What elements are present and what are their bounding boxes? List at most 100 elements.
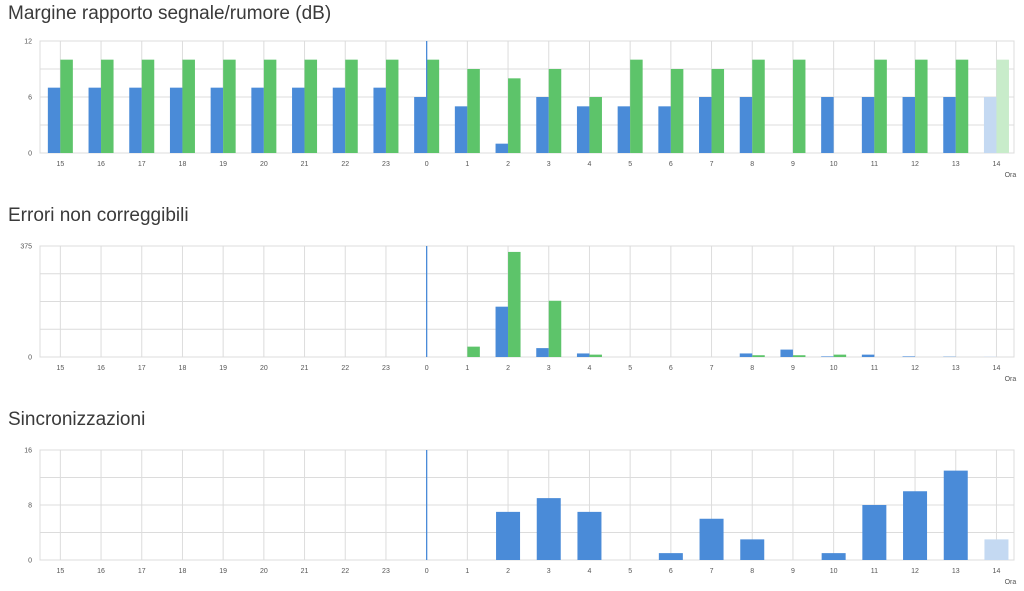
x-tick-label: 23 (382, 161, 390, 168)
chart-title: Margine rapporto segnale/rumore (dB) (8, 3, 332, 24)
bar-series-1 (943, 470, 968, 560)
x-tick-label: 8 (750, 161, 754, 168)
bar-series-2 (345, 59, 358, 153)
x-tick-label: 10 (830, 161, 838, 168)
bar-series-1 (699, 97, 712, 153)
x-tick-label: 0 (425, 161, 429, 168)
bar-series-2 (467, 346, 480, 357)
x-tick-label: 12 (911, 161, 919, 168)
bar-series-2 (915, 59, 928, 153)
bar-series-1 (576, 106, 590, 153)
x-tick-label: 17 (138, 568, 146, 575)
bar-series-1 (495, 143, 509, 153)
bar-series-2 (467, 69, 480, 153)
x-tick-label: 7 (710, 161, 714, 168)
bar-series-1 (983, 97, 997, 153)
x-tick-label: 7 (710, 568, 714, 575)
x-tick-label: 13 (952, 568, 960, 575)
bar-series-1 (780, 349, 793, 357)
gridlines (39, 449, 1015, 561)
bar-series-1 (129, 87, 142, 153)
bar-series-1 (699, 518, 724, 560)
chart-title: Sincronizzazioni (8, 409, 146, 430)
x-tick-label: 3 (547, 161, 551, 168)
bar-series-1 (47, 87, 61, 153)
bar-series-1 (576, 353, 590, 357)
x-tick-label: 6 (669, 365, 673, 372)
x-tick-label: 9 (791, 365, 795, 372)
y-tick-label: 16 (24, 448, 32, 455)
bar-series-1 (861, 97, 875, 153)
x-tick-label: 23 (382, 365, 390, 372)
chart-title: Errori non correggibili (8, 205, 189, 226)
x-tick-label: 1 (465, 161, 469, 168)
x-tick-label: 19 (219, 568, 227, 575)
x-tick-label: 22 (341, 365, 349, 372)
bar-series-2 (630, 59, 643, 153)
x-tick-label: 21 (301, 161, 309, 168)
bar-series-2 (385, 59, 399, 153)
x-tick-label: 5 (628, 365, 632, 372)
bar-series-2 (548, 300, 562, 357)
bar-series-1 (903, 491, 928, 560)
bar-series-1 (251, 87, 264, 153)
x-tick-label: 10 (830, 365, 838, 372)
x-tick-label: 2 (506, 568, 510, 575)
uncorrectable-errors-panel: Errori non correggibili 0 375 15 16 17 18 19 20… (0, 200, 1024, 400)
x-axis-label: Ora (1005, 376, 1017, 383)
x-axis-label: Ora (1005, 172, 1017, 179)
x-tick-label: 13 (952, 161, 960, 168)
bar-series-1 (821, 553, 846, 560)
x-tick-label: 21 (301, 568, 309, 575)
x-tick-label: 18 (179, 568, 187, 575)
bar-series-2 (182, 59, 195, 153)
x-tick-label: 18 (179, 365, 187, 372)
bar-series-1 (496, 511, 521, 560)
snr-margin-panel: Margine rapporto segnale/rumore (dB) 0 6 1… (0, 0, 1024, 200)
y-tick-label: 12 (24, 39, 32, 46)
bar-series-2 (589, 97, 602, 153)
bar-series-1 (658, 553, 683, 560)
x-tick-label: 15 (56, 365, 64, 372)
bar-series-1 (292, 87, 305, 153)
x-tick-label: 18 (179, 161, 187, 168)
bar-series-2 (670, 69, 684, 153)
bar-series-2 (223, 59, 236, 153)
x-tick-label: 14 (993, 161, 1001, 168)
x-tick-label: 12 (911, 365, 919, 372)
bar-series-1 (821, 97, 834, 153)
x-tick-label: 9 (791, 161, 795, 168)
bar-series-2 (548, 69, 562, 153)
x-tick-label: 1 (465, 365, 469, 372)
x-tick-label: 0 (425, 568, 429, 575)
x-axis-label: Ora (1005, 579, 1017, 586)
bar-series-1 (862, 505, 887, 560)
bar-series-2 (60, 59, 73, 153)
bar-series-1 (332, 87, 346, 153)
bar-series-1 (536, 348, 549, 357)
x-tick-label: 20 (260, 161, 268, 168)
bar-series-2 (792, 59, 806, 153)
bar-series-2 (752, 355, 765, 357)
plot-border (39, 245, 1015, 358)
bar-series-1 (536, 498, 561, 560)
bar-series-1 (943, 97, 956, 153)
bar-series-2 (141, 59, 155, 153)
bar-series-1 (658, 106, 671, 153)
x-tick-label: 15 (56, 568, 64, 575)
bar-series-1 (739, 97, 753, 153)
y-tick-label: 8 (28, 503, 32, 510)
x-tick-label: 20 (260, 365, 268, 372)
bar-series-2 (589, 354, 602, 357)
y-tick-label: 6 (28, 95, 32, 102)
x-tick-label: 12 (911, 568, 919, 575)
bar-series-1 (617, 106, 631, 153)
x-tick-label: 4 (587, 568, 591, 575)
bar-series-1 (740, 539, 765, 560)
bar-series-2 (508, 78, 521, 153)
bar-series-2 (996, 59, 1009, 153)
bar-series-2 (508, 251, 521, 357)
y-tick-label: 0 (28, 558, 32, 565)
